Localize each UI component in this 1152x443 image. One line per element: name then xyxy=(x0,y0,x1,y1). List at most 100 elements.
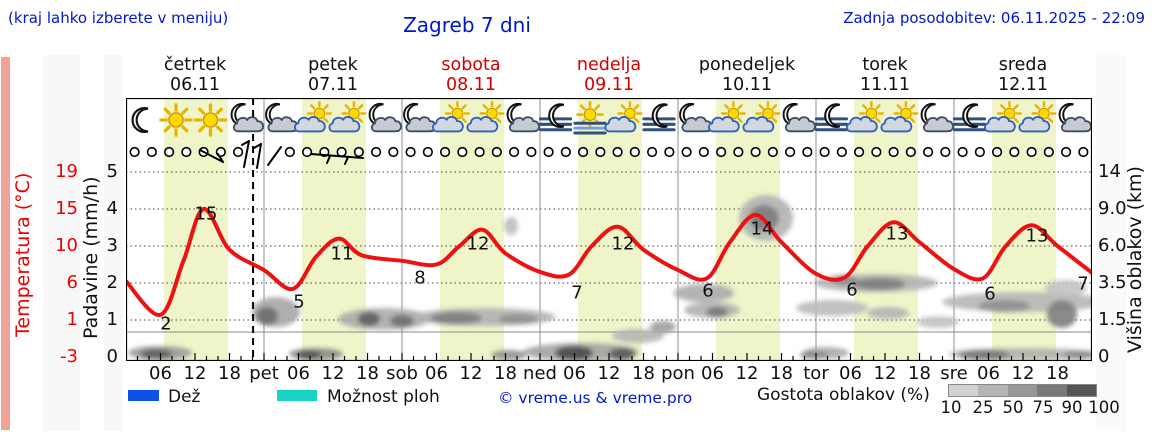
wind-symbol xyxy=(612,146,623,158)
day-name: torek xyxy=(862,55,908,75)
x-tick-label: 06 xyxy=(563,363,586,384)
last-update: Zadnja posodobitev: 06.11.2025 - 22:09 xyxy=(843,9,1145,27)
day-header: nedelja 09.11 xyxy=(540,55,678,95)
cloud-blob xyxy=(650,321,676,333)
wind-symbol xyxy=(940,146,951,158)
plot-border xyxy=(125,97,1093,362)
temp-label: 6 xyxy=(984,283,996,305)
cloud-blob xyxy=(853,278,905,290)
precipitation-tick: 3 xyxy=(106,235,118,256)
moon-cloud-icon xyxy=(370,104,401,131)
temp-label: 2 xyxy=(160,313,172,335)
x-tick-label: 18 xyxy=(1046,363,1069,384)
cloud-blob xyxy=(958,350,1010,360)
wind-symbol xyxy=(388,146,399,158)
wind-symbol xyxy=(871,146,882,158)
day-header: ponedeljek 10.11 xyxy=(678,55,816,95)
day-date: 06.11 xyxy=(169,75,221,95)
meteogram-canvas xyxy=(124,97,1106,362)
cloud-blob xyxy=(256,307,278,325)
cloud-blob xyxy=(430,312,482,324)
menu-hint: (kraj lahko izberete v meniju) xyxy=(8,9,229,27)
day-date: 09.11 xyxy=(583,75,635,95)
daylight-bands xyxy=(164,98,1056,361)
cloud-blob xyxy=(358,312,380,326)
left-accent-strip xyxy=(1,57,10,430)
cloud-density-legend-label: Gostota oblakov (%) xyxy=(757,385,930,405)
cloud-blob xyxy=(140,349,172,359)
moon-cloud-icon xyxy=(680,104,711,131)
cloud-blob xyxy=(1047,300,1077,328)
wind-barb xyxy=(199,149,224,163)
wind-symbol xyxy=(974,146,985,158)
wind-barb xyxy=(217,153,224,163)
wind-symbol xyxy=(853,146,865,158)
x-day-label: ned xyxy=(523,363,557,384)
day-header: sreda 12.11 xyxy=(954,55,1092,95)
wind-barb xyxy=(243,140,250,168)
moon-fog-icon xyxy=(540,104,570,129)
cloud-height-tick: 3.5 xyxy=(1098,272,1127,293)
cloud-blob xyxy=(917,316,959,328)
axis-bg-strip xyxy=(1096,55,1127,431)
temp-label: 6 xyxy=(846,279,858,301)
temperature-axis-label: Temperatura (°C) xyxy=(12,172,34,338)
chart-plot-area: 2 15 5 11 8 12 7 12 6 14 6 13 6 13 7 xyxy=(124,97,1106,362)
temp-label: 7 xyxy=(1077,273,1089,295)
wind-symbol xyxy=(922,146,934,158)
moon-cloud-icon xyxy=(232,104,263,131)
cloud-blob xyxy=(1045,280,1087,296)
wind-symbol xyxy=(284,146,295,158)
cloud-blob xyxy=(978,300,1030,312)
wind-symbol xyxy=(146,146,157,158)
temp-label: 13 xyxy=(885,223,909,245)
day-date: 12.11 xyxy=(997,75,1049,95)
density-scale-label: 50 xyxy=(1002,398,1024,417)
moon-fog-icon xyxy=(816,104,846,129)
cloud-height-tick: 6.0 xyxy=(1098,235,1127,256)
day-header: četrtek 06.11 xyxy=(126,55,264,95)
temp-label: 11 xyxy=(330,243,354,265)
cloud-blob xyxy=(297,351,321,359)
wind-symbol xyxy=(457,146,468,158)
x-tick-label: 06 xyxy=(977,363,1000,384)
cloud-height-tick: 0 xyxy=(1098,346,1110,367)
x-tick-label: 12 xyxy=(459,363,483,384)
moon-fog-icon xyxy=(644,104,674,129)
density-segment xyxy=(1037,385,1067,396)
time-ticks xyxy=(136,353,1082,361)
x-tick-label: 12 xyxy=(183,363,207,384)
wind-symbol xyxy=(371,146,382,158)
cloud-blob xyxy=(800,351,828,359)
x-tick-label: 18 xyxy=(356,363,379,384)
temperature-tick: 1 xyxy=(66,309,78,330)
x-tick-label: 06 xyxy=(701,363,724,384)
wind-barb xyxy=(326,155,331,164)
x-tick-label: 12 xyxy=(873,363,897,384)
x-tick-label: 12 xyxy=(597,363,621,384)
temp-label: 14 xyxy=(750,218,774,240)
moon-cloud-icon xyxy=(784,104,815,131)
wind-symbol xyxy=(767,146,778,158)
moon-cloud-icon xyxy=(922,104,953,131)
wind-symbol xyxy=(336,146,347,158)
density-segment xyxy=(978,385,1008,396)
precipitation-tick: 2 xyxy=(106,272,118,293)
copyright-link[interactable]: © vreme.us & vreme.pro xyxy=(498,389,693,407)
x-day-label: tor xyxy=(803,363,829,384)
x-tick-label: 18 xyxy=(908,363,931,384)
axis-bg-strip xyxy=(104,55,123,431)
temp-label: 6 xyxy=(702,280,714,302)
wind-symbol xyxy=(836,146,847,158)
cloud-blob xyxy=(867,307,909,319)
wind-symbol xyxy=(491,146,502,158)
precipitation-axis-label: Padavine (mm/h) xyxy=(80,176,102,339)
wind-symbol xyxy=(888,146,899,158)
page-title: Zagreb 7 dni xyxy=(403,13,531,37)
day-header: torek 11.11 xyxy=(816,55,954,95)
cloud-height-tick: 9.0 xyxy=(1098,198,1127,219)
day-name: ponedeljek xyxy=(698,55,796,75)
x-tick-label: 18 xyxy=(770,363,793,384)
wind-symbol xyxy=(905,146,916,158)
precipitation-tick: 0 xyxy=(106,346,118,367)
